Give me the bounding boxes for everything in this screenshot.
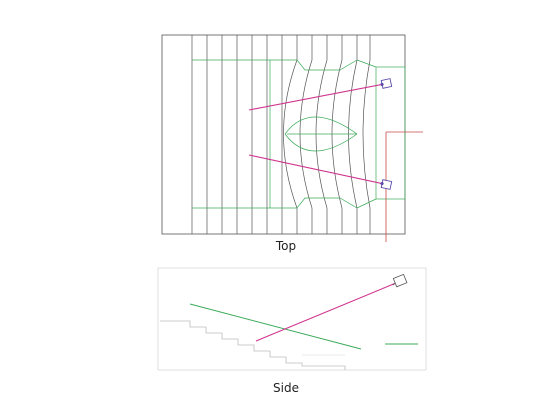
projector-icon (392, 273, 408, 288)
projector-icon (380, 78, 393, 89)
side-view-green-sightline (189, 303, 362, 350)
side-view-caption: Side (273, 381, 299, 395)
projector-icon (380, 179, 393, 190)
top-view-tier-lines (191, 35, 371, 234)
top-view-red-marker (385, 131, 423, 242)
top-view-projection-rays (248, 83, 385, 185)
top-view-caption: Top (275, 239, 297, 253)
side-view-steps (160, 320, 346, 370)
side-view-projection-ray (255, 282, 397, 342)
side-view-frame (157, 267, 427, 371)
top-view-green-guides (192, 59, 406, 209)
